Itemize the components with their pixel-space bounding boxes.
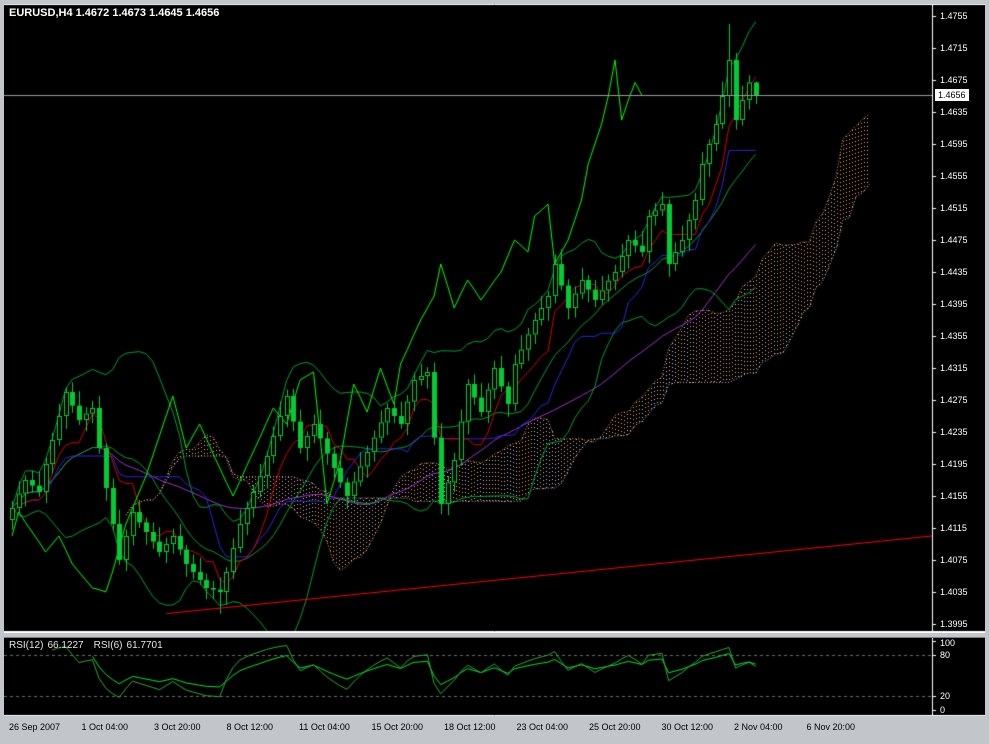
time-label: 18 Oct 12:00 — [444, 722, 496, 732]
time-label: 3 Oct 20:00 — [154, 722, 201, 732]
time-label: 2 Nov 04:00 — [734, 722, 783, 732]
main-chart-panel[interactable]: EURUSD,H4 1.4672 1.4673 1.4645 1.4656 1.… — [4, 4, 985, 632]
time-label: 30 Oct 12:00 — [661, 722, 714, 732]
price-chart-canvas[interactable] — [4, 4, 985, 632]
rsi-chart-canvas[interactable] — [4, 638, 985, 716]
chart-window: EURUSD,H4 1.4672 1.4673 1.4645 1.4656 1.… — [4, 4, 985, 740]
panel-separator[interactable] — [4, 632, 985, 638]
time-label: 23 Oct 04:00 — [516, 722, 569, 732]
time-axis[interactable]: 26 Sep 2007 1 Oct 04:00 3 Oct 20:00 8 Oct 1… — [4, 716, 985, 740]
rsi12-value: 66.1227 — [47, 640, 84, 651]
bid-price-badge: 1.4656 — [934, 88, 970, 102]
rsi-panel[interactable]: RSI(12) 66.1227 RSI(6) 61.7701 100 80 20 0 — [4, 638, 985, 716]
time-label: 6 Nov 20:00 — [806, 722, 856, 732]
time-label: 26 Sep 2007 — [9, 722, 61, 732]
rsi6-value: 61.7701 — [126, 640, 163, 651]
rsi6-name: RSI(6) — [93, 640, 123, 651]
time-label: 1 Oct 04:00 — [81, 722, 129, 732]
time-label: 11 Oct 04:00 — [299, 722, 350, 732]
rsi12-name: RSI(12) — [9, 640, 44, 651]
rsi-indicator-label: RSI(12) 66.1227 RSI(6) 61.7701 — [9, 640, 167, 651]
time-label: 25 Oct 20:00 — [589, 722, 641, 732]
chart-title: EURUSD,H4 1.4672 1.4673 1.4645 1.4656 — [9, 7, 220, 19]
time-label: 15 Oct 20:00 — [371, 722, 424, 732]
time-label: 8 Oct 12:00 — [226, 722, 274, 732]
